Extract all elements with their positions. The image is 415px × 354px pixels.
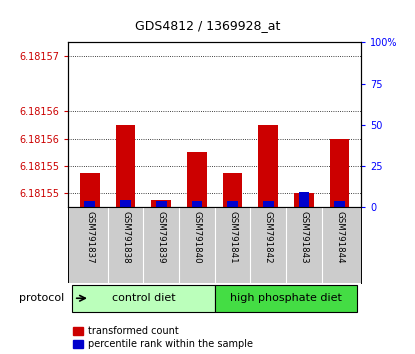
- Bar: [259, 125, 278, 207]
- Text: GSM791840: GSM791840: [193, 211, 201, 263]
- Bar: [116, 125, 135, 207]
- Bar: [227, 200, 238, 207]
- Bar: [187, 152, 207, 207]
- FancyBboxPatch shape: [215, 285, 357, 312]
- Bar: [334, 200, 345, 207]
- Text: GSM791842: GSM791842: [264, 211, 273, 263]
- Bar: [120, 200, 131, 207]
- Bar: [298, 192, 309, 207]
- Text: protocol: protocol: [19, 293, 64, 303]
- Bar: [192, 201, 203, 207]
- Text: control diet: control diet: [112, 293, 175, 303]
- Text: GSM791843: GSM791843: [300, 211, 308, 263]
- Text: GSM791841: GSM791841: [228, 211, 237, 263]
- Text: GSM791839: GSM791839: [157, 211, 166, 263]
- Legend: transformed count, percentile rank within the sample: transformed count, percentile rank withi…: [73, 326, 253, 349]
- Text: GSM791838: GSM791838: [121, 211, 130, 263]
- Bar: [80, 173, 100, 207]
- Bar: [156, 201, 167, 207]
- Text: GSM791844: GSM791844: [335, 211, 344, 263]
- Bar: [151, 200, 171, 207]
- Text: GDS4812 / 1369928_at: GDS4812 / 1369928_at: [135, 19, 280, 32]
- Bar: [294, 193, 314, 207]
- Bar: [330, 138, 349, 207]
- Text: high phosphate diet: high phosphate diet: [230, 293, 342, 303]
- FancyBboxPatch shape: [72, 285, 215, 312]
- Bar: [263, 200, 273, 207]
- Bar: [85, 201, 95, 207]
- Text: GSM791837: GSM791837: [85, 211, 94, 263]
- Bar: [223, 173, 242, 207]
